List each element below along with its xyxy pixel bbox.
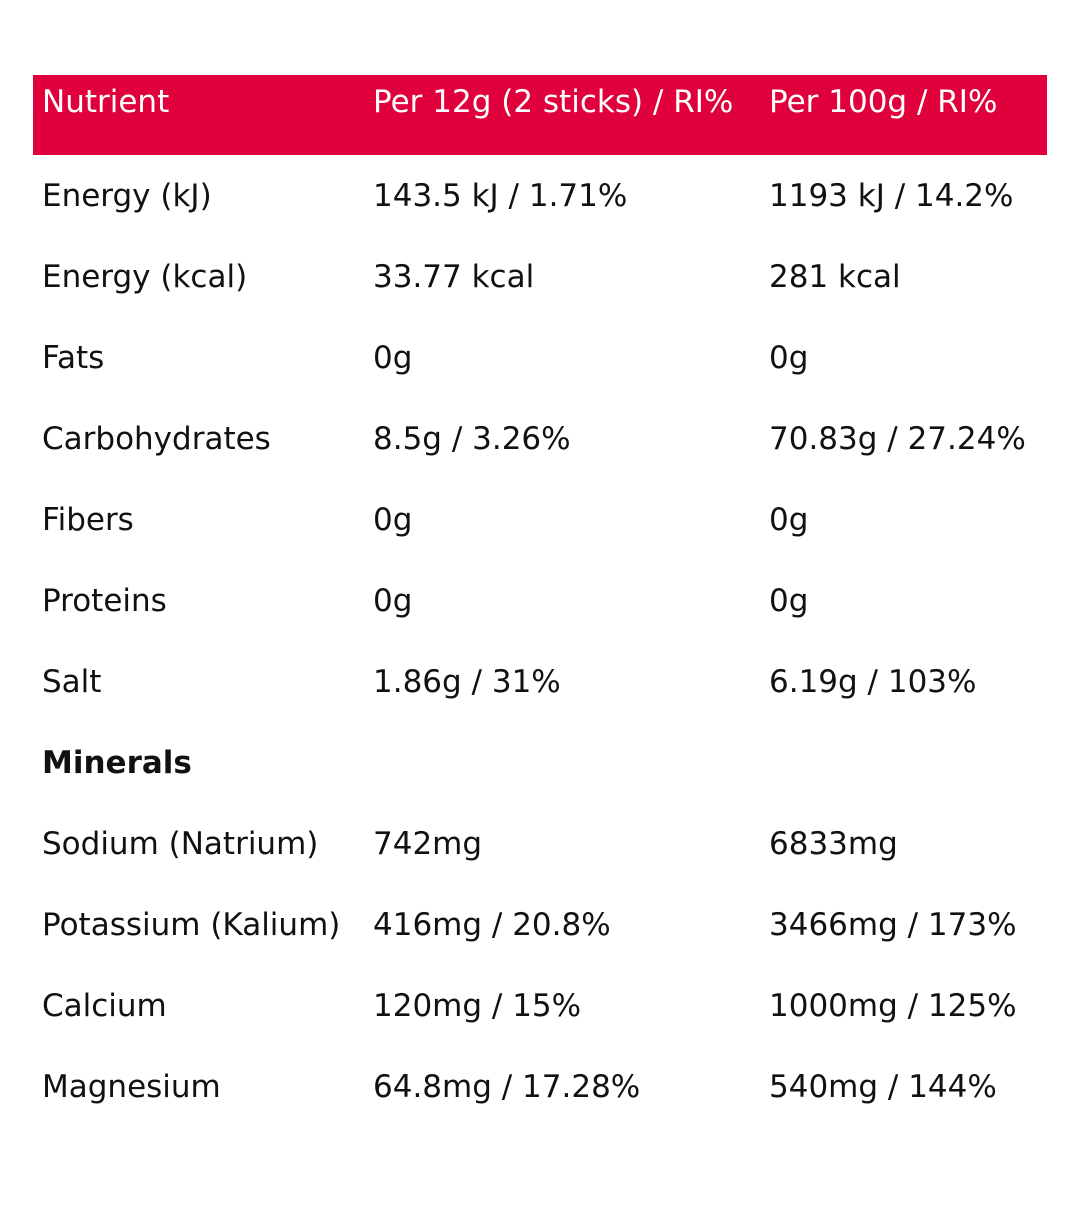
table-row: Fibers 0g 0g — [33, 479, 1047, 560]
table-row: Potassium (Kalium) 416mg / 20.8% 3466mg / … — [33, 884, 1047, 965]
table-row: Salt 1.86g / 31% 6.19g / 103% — [33, 641, 1047, 722]
table-cell: Energy (kcal) — [42, 258, 248, 295]
table-row: Sodium (Natrium) 742mg 6833mg — [33, 803, 1047, 884]
table-cell: Fats — [42, 339, 105, 376]
table-cell: 0g — [769, 582, 809, 619]
table-row: Calcium 120mg / 15% 1000mg / 125% — [33, 965, 1047, 1046]
table-cell: 0g — [373, 582, 413, 619]
table-cell: 120mg / 15% — [373, 987, 582, 1024]
table-cell: 33.77 kcal — [373, 258, 535, 295]
table-cell: 0g — [769, 501, 809, 538]
header-cell: Per 12g (2 sticks) / RI% — [364, 75, 760, 155]
table-cell: 540mg / 144% — [769, 1068, 997, 1105]
table-cell: Proteins — [42, 582, 167, 619]
table-cell: 70.83g / 27.24% — [769, 420, 1026, 457]
section-heading: Minerals — [42, 744, 192, 781]
table-cell: Salt — [42, 663, 102, 700]
table-row: Energy (kJ) 143.5 kJ / 1.71% 1193 kJ / 14.… — [33, 155, 1047, 236]
header-row: Nutrient Per 12g (2 sticks) / RI% Per 100g… — [33, 75, 1047, 155]
table-cell: 0g — [373, 339, 413, 376]
table-body: Energy (kJ) 143.5 kJ / 1.71% 1193 kJ / 14.… — [33, 155, 1047, 1127]
table-cell: 143.5 kJ / 1.71% — [373, 177, 628, 214]
table-row: Proteins 0g 0g — [33, 560, 1047, 641]
table-cell: 6.19g / 103% — [769, 663, 977, 700]
header-cell: Nutrient — [33, 75, 364, 155]
table-cell: Potassium (Kalium) — [42, 906, 341, 943]
table-row: Magnesium 64.8mg / 17.28% 540mg / 144% — [33, 1046, 1047, 1127]
table-cell: Calcium — [42, 987, 167, 1024]
table-cell: Fibers — [42, 501, 134, 538]
table-cell: Carbohydrates — [42, 420, 271, 457]
table-cell: 3466mg / 173% — [769, 906, 1017, 943]
table-cell: Energy (kJ) — [42, 177, 212, 214]
table-cell: 1193 kJ / 14.2% — [769, 177, 1014, 214]
table-cell: Magnesium — [42, 1068, 221, 1105]
table-cell: 0g — [769, 339, 809, 376]
table-cell: 281 kcal — [769, 258, 901, 295]
table-row: Fats 0g 0g — [33, 317, 1047, 398]
table-cell: 742mg — [373, 825, 483, 862]
table-row: Carbohydrates 8.5g / 3.26% 70.83g / 27.24% — [33, 398, 1047, 479]
table-row: Energy (kcal) 33.77 kcal 281 kcal — [33, 236, 1047, 317]
table-cell: 8.5g / 3.26% — [373, 420, 571, 457]
table-cell: 0g — [373, 501, 413, 538]
table-cell: Sodium (Natrium) — [42, 825, 319, 862]
table-row: Minerals — [33, 722, 1047, 803]
table-cell: 1000mg / 125% — [769, 987, 1017, 1024]
table-cell: 64.8mg / 17.28% — [373, 1068, 641, 1105]
table-cell: 6833mg — [769, 825, 898, 862]
header-cell: Per 100g / RI% — [760, 75, 1047, 155]
table-cell: 1.86g / 31% — [373, 663, 561, 700]
table-cell: 416mg / 20.8% — [373, 906, 611, 943]
nutrition-table: Nutrient Per 12g (2 sticks) / RI% Per 100g… — [33, 75, 1047, 1127]
